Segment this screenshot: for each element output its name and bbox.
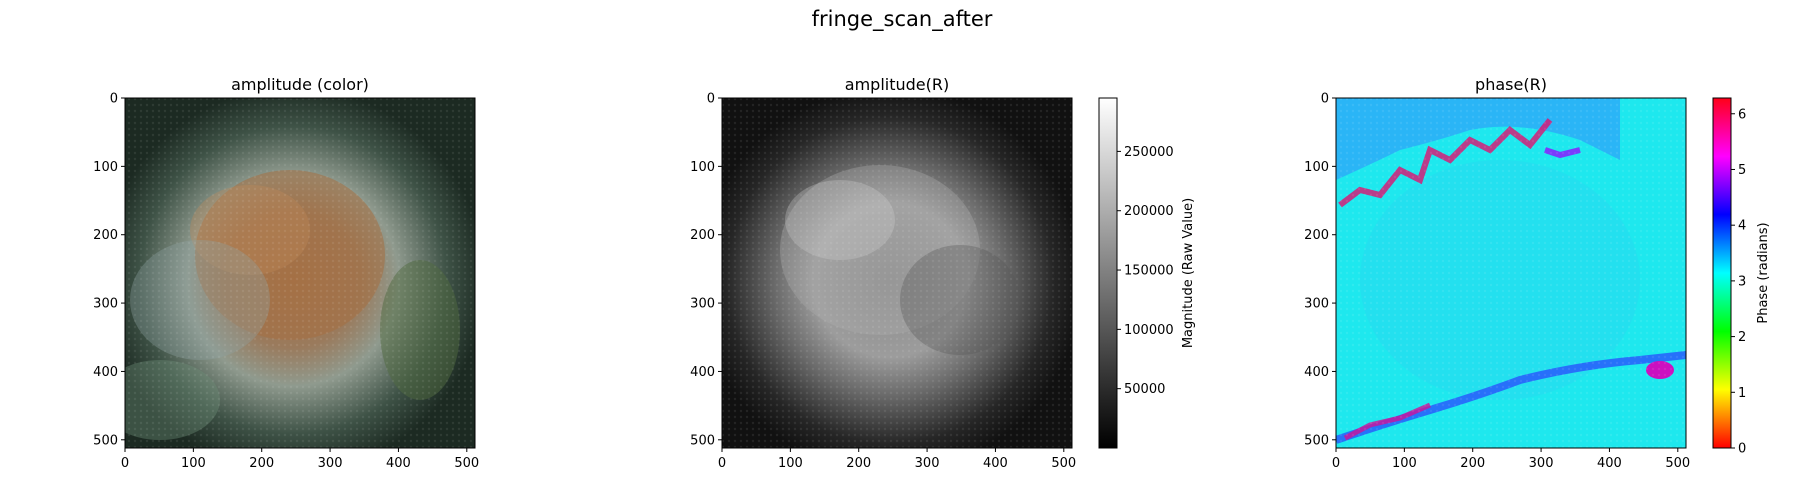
colorbar-label: Magnitude (Raw Value): [1181, 198, 1196, 348]
x-tick-label: 0: [1332, 456, 1340, 471]
y-tick-label: 100: [1304, 160, 1329, 175]
y-tick-label: 0: [1321, 92, 1329, 107]
colorbar-tick-label: 100000: [1124, 323, 1174, 338]
x-tick-label: 400: [386, 456, 411, 471]
x-tick-label: 200: [1460, 456, 1485, 471]
y-tick-label: 200: [1304, 228, 1329, 243]
panel-title: amplitude (color): [231, 75, 369, 94]
x-tick-label: 200: [846, 456, 871, 471]
x-tick-label: 100: [181, 456, 206, 471]
y-tick-label: 300: [1304, 297, 1329, 312]
x-tick-label: 500: [1051, 456, 1076, 471]
x-tick-label: 300: [1529, 456, 1554, 471]
y-tick-label: 500: [93, 433, 118, 448]
colorbar-tick-label: 50000: [1124, 382, 1165, 397]
axes-frame: [721, 97, 1073, 449]
y-tick-label: 400: [93, 365, 118, 380]
panel-title: phase(R): [1475, 75, 1547, 94]
figure-title: fringe_scan_after: [812, 7, 993, 32]
y-tick-label: 100: [690, 160, 715, 175]
x-tick-label: 100: [778, 456, 803, 471]
colorbar-tick-label: 2: [1738, 330, 1746, 345]
colorbar-phase: 0 1 2 3 4 5 6 Phase (radians): [1712, 97, 1771, 457]
x-tick-label: 300: [318, 456, 343, 471]
axes-frame: [124, 97, 476, 449]
panel-phase-r: phase(R) 0 100 200 300 400 500 0 100 200 300 400 5…: [1304, 75, 1771, 471]
x-tick-label: 400: [983, 456, 1008, 471]
colorbar-tick-label: 5: [1738, 163, 1746, 178]
x-tick-label: 300: [915, 456, 940, 471]
image-amplitude-color: [125, 98, 475, 448]
colorbar-magnitude: 50000 100000 150000 200000 250000 Magnitude …: [1098, 97, 1196, 449]
image-phase-r: [1336, 98, 1686, 448]
x-tick-label: 200: [249, 456, 274, 471]
x-tick-label: 0: [718, 456, 726, 471]
colorbar-gradient: [1098, 97, 1118, 449]
y-tick-label: 300: [93, 297, 118, 312]
y-tick-label: 300: [690, 297, 715, 312]
y-tick-label: 200: [93, 228, 118, 243]
colorbar-tick-label: 150000: [1124, 264, 1174, 279]
y-tick-label: 400: [690, 365, 715, 380]
image-amplitude-r: [722, 98, 1072, 448]
axes-frame: [1335, 97, 1687, 449]
panel-amplitude-color: amplitude (color) 0 100 200 300 400 500 0 100 2…: [93, 75, 479, 471]
colorbar-tick-label: 200000: [1124, 204, 1174, 219]
y-tick-label: 0: [110, 92, 118, 107]
colorbar-gradient: [1712, 97, 1732, 449]
y-tick-label: 200: [690, 228, 715, 243]
colorbar-tick-label: 1: [1738, 386, 1746, 401]
colorbar-tick-label: 4: [1738, 219, 1746, 234]
x-tick-label: 100: [1392, 456, 1417, 471]
panel-title: amplitude(R): [845, 75, 949, 94]
colorbar-tick-label: 3: [1738, 274, 1746, 289]
colorbar-tick-label: 6: [1738, 107, 1746, 122]
y-tick-label: 500: [1304, 433, 1329, 448]
y-tick-label: 400: [1304, 365, 1329, 380]
colorbar-tick-label: 0: [1738, 442, 1746, 457]
x-tick-label: 500: [1665, 456, 1690, 471]
x-tick-label: 500: [454, 456, 479, 471]
x-tick-label: 400: [1597, 456, 1622, 471]
x-tick-label: 0: [121, 456, 129, 471]
y-tick-label: 100: [93, 160, 118, 175]
colorbar-tick-label: 250000: [1124, 145, 1174, 160]
y-tick-label: 0: [707, 92, 715, 107]
colorbar-label: Phase (radians): [1756, 222, 1771, 323]
panel-amplitude-r: amplitude(R) 0 100 200 300 400 500 0 100 200 300…: [690, 75, 1196, 471]
y-tick-label: 500: [690, 433, 715, 448]
